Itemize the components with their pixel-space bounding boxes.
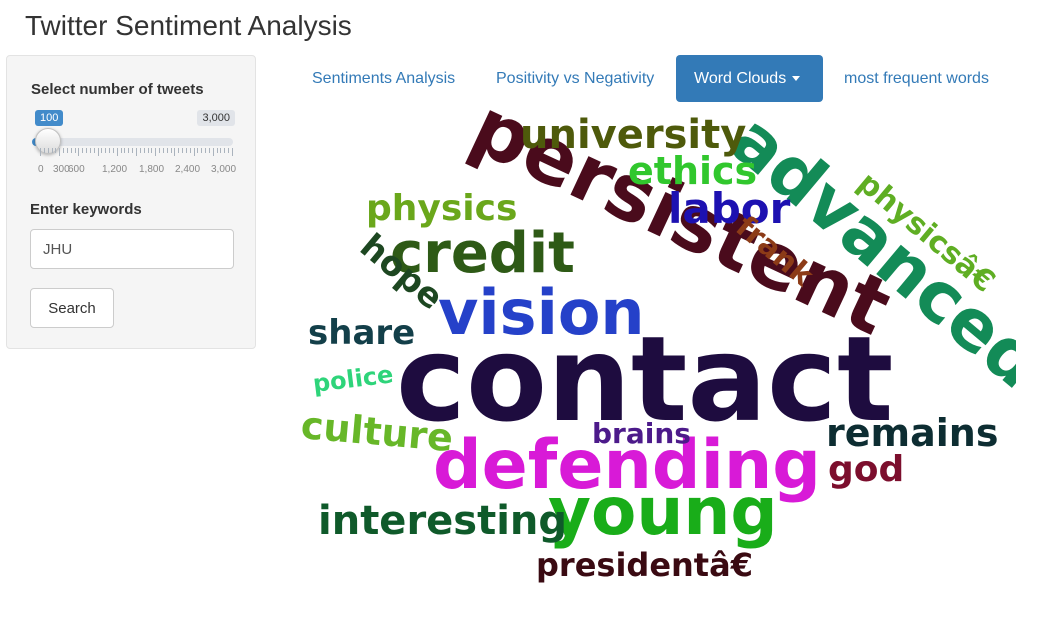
slider-tick <box>120 148 122 153</box>
word-cloud: contact persistent advanced defending yo… <box>299 108 1016 584</box>
slider-tick <box>185 148 187 153</box>
word-god: god <box>828 449 904 490</box>
keywords-label: Enter keywords <box>30 201 142 218</box>
slider-tick <box>197 148 199 153</box>
slider-tick <box>74 148 76 153</box>
slider-tick <box>47 148 49 153</box>
word-share: share <box>308 313 415 353</box>
slider-tick <box>162 148 164 153</box>
slider-tick <box>51 148 53 153</box>
slider-tick <box>205 148 207 153</box>
slider-tick <box>193 148 195 156</box>
slider-tick <box>105 148 107 153</box>
slider-track[interactable] <box>32 138 233 146</box>
slider-tick <box>143 148 145 153</box>
slider-tick <box>224 148 226 153</box>
slider-tick <box>59 148 61 156</box>
word-defending: defending <box>433 426 821 505</box>
tick-label: 1,200 <box>102 164 128 175</box>
keywords-input[interactable] <box>30 229 234 269</box>
tab-sentiments-analysis[interactable]: Sentiments Analysis <box>312 70 456 87</box>
word-remains: remains <box>826 411 998 455</box>
slider-tick <box>151 148 153 153</box>
search-button[interactable]: Search <box>30 288 114 328</box>
slider-tick <box>43 148 45 153</box>
slider-tick-labels: 0 300 600 1,200 1,800 2,400 3,000 <box>30 164 237 178</box>
word-young: young <box>548 473 778 550</box>
slider-tick <box>101 148 103 153</box>
slider-tick <box>166 148 168 153</box>
slider-tick <box>159 148 161 153</box>
tick-label: 600 <box>68 164 85 175</box>
slider-tick <box>216 148 218 153</box>
slider-tick <box>40 148 41 156</box>
slider-tick <box>136 148 137 156</box>
slider-tick <box>70 148 72 153</box>
word-brains: brains <box>592 417 691 450</box>
word-physics: physics <box>366 188 517 229</box>
tab-word-clouds-label: Word Clouds <box>694 70 787 87</box>
slider-tick <box>97 148 99 156</box>
slider-tick <box>93 148 95 153</box>
slider-tick <box>124 148 126 153</box>
word-credit: credit <box>390 221 575 286</box>
slider-tick <box>155 148 157 156</box>
slider-tick <box>201 148 203 153</box>
slider-tick <box>63 148 65 153</box>
slider-tick <box>232 148 233 156</box>
slider-tick <box>189 148 191 153</box>
slider-max-bubble: 3,000 <box>197 110 235 126</box>
tick-label: 2,400 <box>175 164 201 175</box>
tick-label: 1,800 <box>139 164 165 175</box>
slider-tick <box>116 148 118 156</box>
word-contact: contact <box>396 310 893 448</box>
tab-word-clouds[interactable]: Word Clouds <box>676 55 823 102</box>
word-police: police <box>311 360 394 398</box>
slider-tick <box>112 148 114 153</box>
slider-tick <box>78 148 80 156</box>
slider-tick <box>89 148 91 153</box>
slider-tick <box>82 148 84 153</box>
tick-label: 3,000 <box>211 164 237 175</box>
slider-tick <box>208 148 210 153</box>
tick-label: 0 <box>38 164 44 175</box>
tick-label: 300 <box>53 164 70 175</box>
slider-tick <box>139 148 141 153</box>
slider-tick <box>147 148 149 153</box>
word-presidenta: presidentâ€ <box>536 546 753 584</box>
word-labor: labor <box>668 184 791 233</box>
caret-down-icon <box>792 76 801 82</box>
slider-tick <box>128 148 130 153</box>
tweets-count-label: Select number of tweets <box>31 81 204 98</box>
word-interesting: interesting <box>318 498 567 544</box>
slider-tick <box>132 148 134 153</box>
slider-tick <box>212 148 214 156</box>
slider-tick <box>55 148 57 153</box>
slider-ticks <box>40 148 233 158</box>
slider-tick <box>228 148 230 153</box>
tweets-slider[interactable]: 100 3,000 0 300 600 1,200 1,800 2,400 3,… <box>30 108 237 188</box>
slider-tick <box>220 148 222 153</box>
slider-value-bubble: 100 <box>35 110 64 126</box>
slider-tick <box>86 148 88 153</box>
slider-tick <box>109 148 111 153</box>
slider-tick <box>66 148 68 153</box>
tab-most-frequent-words[interactable]: most frequent words <box>844 70 989 87</box>
slider-tick <box>182 148 184 153</box>
slider-tick <box>174 148 176 156</box>
slider-tick <box>170 148 172 153</box>
tab-positivity-vs-negativity[interactable]: Positivity vs Negativity <box>496 70 655 87</box>
word-vision: vision <box>438 276 645 349</box>
word-university: university <box>520 112 746 158</box>
slider-tick <box>178 148 180 153</box>
app-title: Twitter Sentiment Analysis <box>25 10 352 41</box>
word-ethics: ethics <box>628 149 757 193</box>
